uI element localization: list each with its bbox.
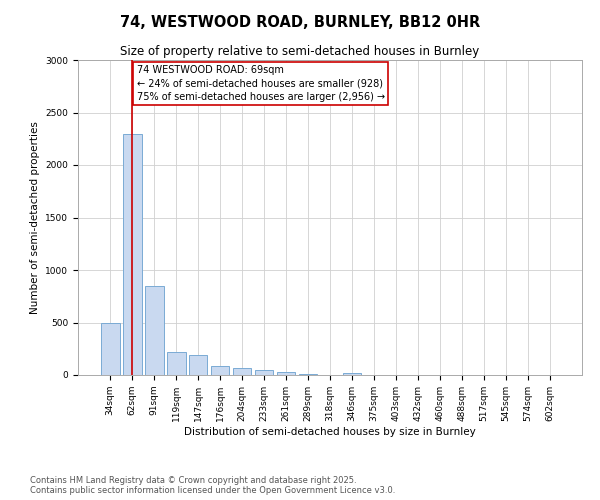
Bar [233,368,251,375]
Bar [123,134,142,375]
Bar [299,374,317,375]
Bar [101,322,119,375]
Y-axis label: Number of semi-detached properties: Number of semi-detached properties [30,121,40,314]
Bar [277,372,295,375]
Bar [189,354,208,375]
X-axis label: Distribution of semi-detached houses by size in Burnley: Distribution of semi-detached houses by … [184,426,476,436]
Text: Contains HM Land Registry data © Crown copyright and database right 2025.
Contai: Contains HM Land Registry data © Crown c… [30,476,395,495]
Bar [343,373,361,375]
Bar [167,352,185,375]
Text: Size of property relative to semi-detached houses in Burnley: Size of property relative to semi-detach… [121,45,479,58]
Bar [211,366,229,375]
Bar [255,370,274,375]
Text: 74 WESTWOOD ROAD: 69sqm
← 24% of semi-detached houses are smaller (928)
75% of s: 74 WESTWOOD ROAD: 69sqm ← 24% of semi-de… [137,65,385,102]
Text: 74, WESTWOOD ROAD, BURNLEY, BB12 0HR: 74, WESTWOOD ROAD, BURNLEY, BB12 0HR [120,15,480,30]
Bar [145,286,164,375]
